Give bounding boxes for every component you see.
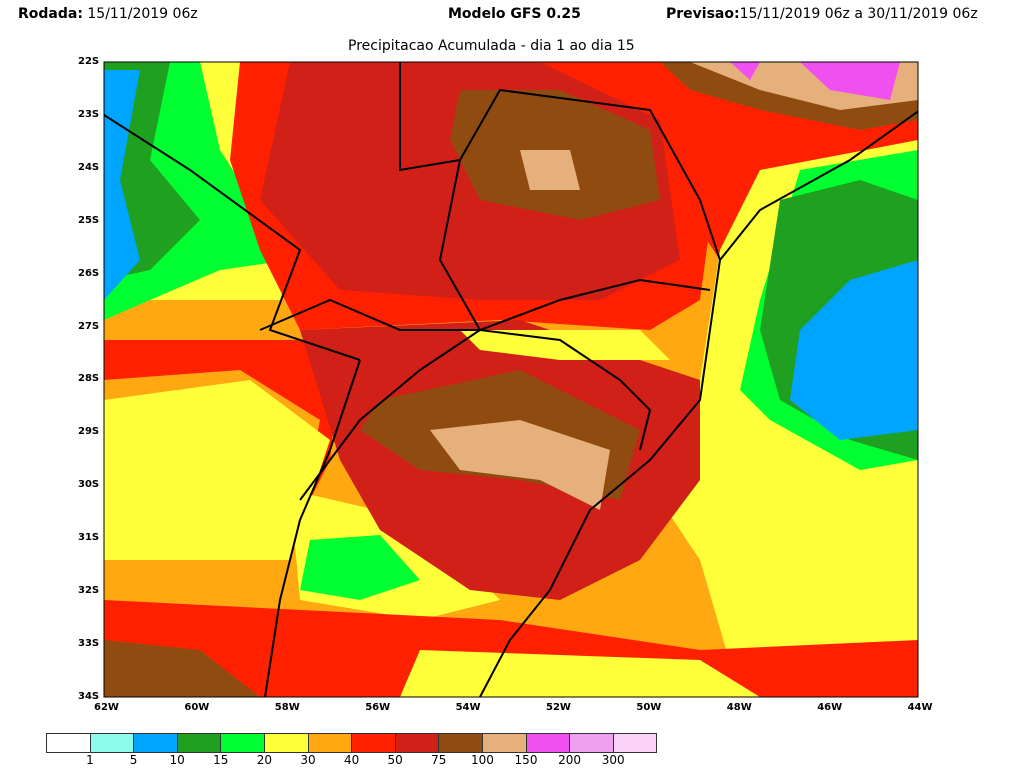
legend-swatch — [613, 734, 657, 752]
legend-swatch — [352, 734, 396, 752]
run-info: Rodada: 15/11/2019 06z — [18, 6, 198, 22]
run-value: 15/11/2019 06z — [87, 6, 198, 22]
legend-swatch — [90, 734, 135, 752]
lon-tick: 44W — [907, 702, 933, 713]
lat-tick: 23S — [78, 108, 100, 120]
lat-tick: 34S — [78, 690, 100, 702]
model-title: Modelo GFS 0.25 — [448, 6, 581, 22]
chart-subtitle: Precipitacao Acumulada - dia 1 ao dia 15 — [348, 38, 635, 54]
legend-label: 50 — [387, 753, 403, 767]
lon-tick: 62W — [94, 702, 119, 713]
forecast-value: 15/11/2019 06z a 30/11/2019 06z — [739, 6, 978, 22]
legend-swatch — [570, 734, 614, 752]
legend-label: 30 — [300, 753, 316, 767]
legend-swatch — [395, 734, 440, 752]
lat-tick: 32S — [78, 585, 100, 596]
lat-tick: 22S — [78, 56, 100, 67]
legend-label: 200 — [558, 753, 582, 767]
legend-swatch — [264, 734, 309, 752]
legend-label: 75 — [431, 753, 447, 767]
legend-label: 5 — [129, 753, 138, 767]
precipitation-field — [104, 62, 918, 697]
lon-tick: 46W — [817, 702, 843, 713]
lat-tick: 33S — [78, 637, 100, 649]
lat-tick: 24S — [78, 161, 100, 173]
legend-swatch — [439, 734, 483, 752]
political-borders — [104, 62, 918, 697]
legend-label: 40 — [343, 753, 360, 767]
lat-tick: 25S — [78, 214, 100, 226]
forecast-label: Previsao: — [666, 6, 740, 22]
lon-tick: 52W — [546, 702, 571, 713]
lat-tick: 28S — [78, 373, 100, 385]
legend-swatch — [221, 734, 265, 752]
legend-label: 100 — [470, 753, 494, 767]
legend-swatch — [47, 734, 91, 752]
forecast-info: Previsao:15/11/2019 06z a 30/11/2019 06z — [666, 6, 978, 22]
map-frame — [103, 61, 919, 698]
legend-swatch — [526, 734, 571, 752]
legend-label: 20 — [256, 753, 273, 767]
legend-swatch — [177, 734, 222, 752]
legend-label: 150 — [514, 753, 538, 767]
legend-swatch — [308, 734, 353, 752]
legend-swatch — [134, 734, 178, 752]
color-legend — [46, 733, 658, 753]
lat-tick: 27S — [78, 320, 100, 332]
lon-tick: 56W — [365, 702, 391, 713]
legend-label: 300 — [601, 753, 625, 767]
lat-tick: 29S — [78, 426, 100, 438]
lat-tick: 31S — [78, 532, 100, 544]
legend-label: 1 — [86, 753, 94, 767]
lon-tick: 54W — [455, 702, 481, 713]
lon-tick: 60W — [184, 702, 210, 713]
lat-tick: 26S — [78, 267, 100, 279]
legend-label: 10 — [169, 753, 185, 767]
lon-tick: 50W — [636, 702, 662, 713]
legend-swatch — [482, 734, 527, 752]
legend-label: 15 — [213, 753, 229, 767]
lon-tick: 58W — [274, 702, 300, 713]
run-label: Rodada: — [18, 6, 83, 22]
lon-tick: 48W — [726, 702, 752, 713]
lat-tick: 30S — [78, 479, 100, 491]
